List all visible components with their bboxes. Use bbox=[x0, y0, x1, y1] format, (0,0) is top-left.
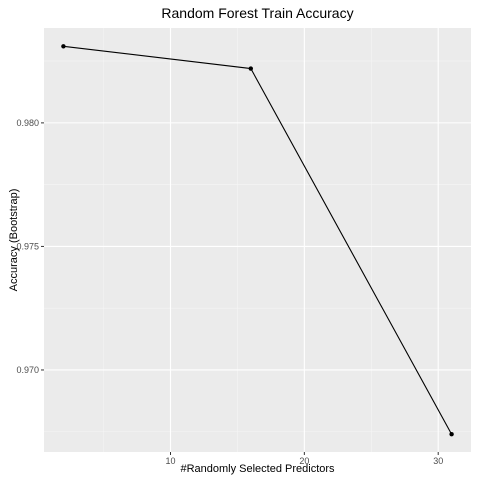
data-point bbox=[248, 66, 254, 71]
plot-panel bbox=[44, 28, 471, 452]
y-tick-label: 0.980 bbox=[16, 118, 39, 128]
series-group bbox=[61, 44, 454, 437]
tick-labels: 10 20 30 0.970 0.975 0.980 bbox=[16, 118, 443, 466]
data-point bbox=[61, 44, 66, 49]
x-axis-title: #Randomly Selected Predictors bbox=[180, 463, 335, 475]
minor-gridlines bbox=[44, 28, 471, 452]
data-point bbox=[449, 432, 454, 437]
y-axis-title: Accuracy (Bootstrap) bbox=[8, 189, 20, 292]
major-gridlines bbox=[44, 28, 471, 452]
y-tick-label: 0.975 bbox=[16, 241, 39, 251]
x-tick-label: 30 bbox=[433, 456, 443, 466]
chart-title: Random Forest Train Accuracy bbox=[161, 5, 353, 21]
x-tick-label: 10 bbox=[165, 456, 175, 466]
axis-ticks bbox=[41, 122, 439, 455]
y-tick-label: 0.970 bbox=[16, 365, 39, 375]
x-tick-label: 20 bbox=[299, 456, 309, 466]
